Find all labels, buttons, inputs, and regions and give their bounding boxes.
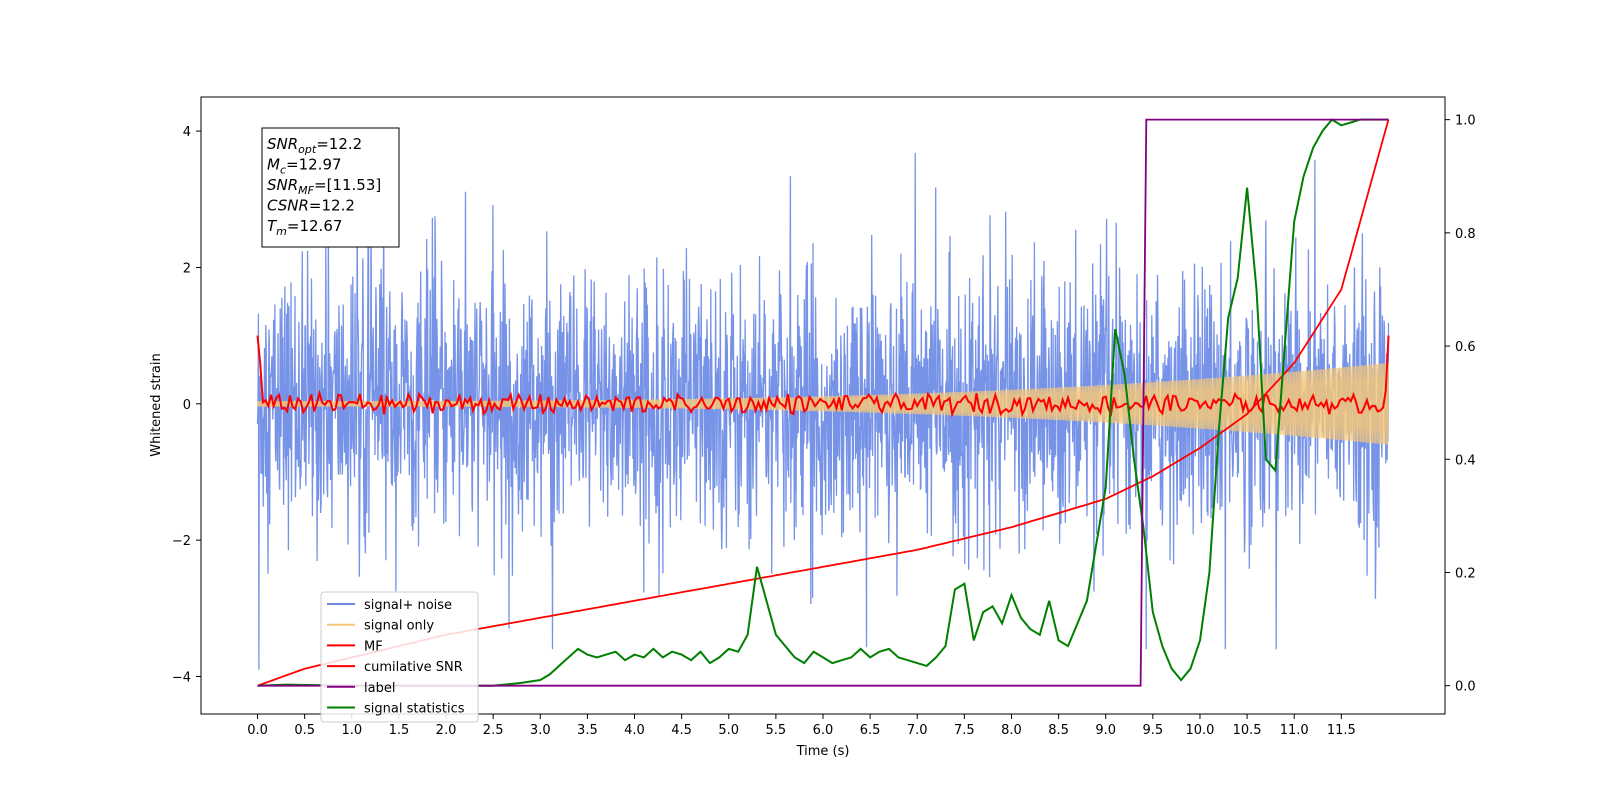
info-box-line: CSNR=12.2 (267, 197, 355, 215)
x-tick-label: 9.5 (1143, 723, 1164, 738)
x-axis-ticks: 0.0 0.5 1.0 1.5 2.0 2.5 3.0 3.5 4.0 4.5 5.0 5.5 6.0 6… (247, 714, 1356, 738)
y2-tick-label: 0.6 (1455, 340, 1476, 355)
y-axis-label: Whitened strain (149, 353, 164, 456)
series-mf (256, 335, 1390, 418)
y-tick-label: 0 (183, 398, 191, 413)
x-tick-label: 7.0 (907, 723, 928, 738)
info-box: SNRopt=12.2Mc=12.97SNRMF=[11.53]CSNR=12.… (261, 127, 400, 248)
x-tick-label: 8.0 (1001, 723, 1022, 738)
x-tick-label: 2.5 (483, 723, 504, 738)
y-tick-label: −2 (172, 534, 191, 549)
legend-entry-label: label (364, 681, 395, 696)
legend-entry-label: MF (364, 639, 383, 654)
legend: signal+ noise signal only MF cumilative SNR… (320, 591, 479, 723)
x-tick-label: 6.5 (860, 723, 881, 738)
x-axis-label: Time (s) (796, 744, 850, 759)
x-tick-label: 6.0 (813, 723, 834, 738)
x-tick-label: 1.0 (341, 723, 362, 738)
info-box-frame (261, 127, 400, 248)
x-tick-label: 3.5 (577, 723, 598, 738)
y-axis-ticks: −4 −2 0 2 4 (172, 125, 201, 686)
x-tick-label: 7.5 (954, 723, 975, 738)
x-tick-label: 2.0 (436, 723, 457, 738)
legend-frame (320, 591, 479, 723)
legend-entry-label: signal statistics (364, 702, 465, 717)
series-signal-noise (256, 152, 1390, 670)
x-tick-label: 4.5 (671, 723, 692, 738)
series-label (257, 118, 1389, 687)
x-tick-label: 1.5 (389, 723, 410, 738)
y2-tick-label: 1.0 (1455, 114, 1476, 129)
info-box-line: Mc=12.97 (267, 156, 342, 177)
x-tick-label: 5.5 (766, 723, 787, 738)
info-box-line: SNRopt=12.2 (267, 135, 362, 156)
x-tick-label: 11.0 (1280, 723, 1309, 738)
x-tick-label: 11.5 (1327, 723, 1356, 738)
series-signal-statistics (257, 118, 1389, 687)
x-tick-label: 10.5 (1233, 723, 1262, 738)
y2-axis-ticks: 0.0 0.2 0.4 0.6 0.8 1.0 (1445, 114, 1476, 695)
info-box-line: Tm=12.67 (267, 217, 342, 238)
legend-entry-label: signal+ noise (364, 598, 452, 613)
x-tick-label: 4.0 (624, 723, 645, 738)
legend-entry-label: signal only (364, 619, 434, 634)
y-tick-label: 2 (183, 261, 191, 276)
x-tick-label: 8.5 (1048, 723, 1069, 738)
x-tick-label: 5.0 (718, 723, 739, 738)
y2-tick-label: 0.8 (1455, 227, 1476, 242)
x-tick-label: 0.0 (247, 723, 268, 738)
y2-tick-label: 0.0 (1455, 680, 1476, 695)
legend-entry-label: cumilative SNR (364, 660, 463, 675)
x-tick-label: 0.5 (294, 723, 315, 738)
x-tick-label: 9.0 (1095, 723, 1116, 738)
x-tick-label: 3.0 (530, 723, 551, 738)
y2-tick-label: 0.2 (1455, 566, 1476, 581)
info-box-line: SNRMF=[11.53] (267, 176, 381, 197)
y2-tick-label: 0.4 (1455, 453, 1476, 468)
y-tick-label: 4 (183, 125, 191, 140)
x-tick-label: 10.0 (1185, 723, 1214, 738)
y-tick-label: −4 (172, 671, 191, 686)
